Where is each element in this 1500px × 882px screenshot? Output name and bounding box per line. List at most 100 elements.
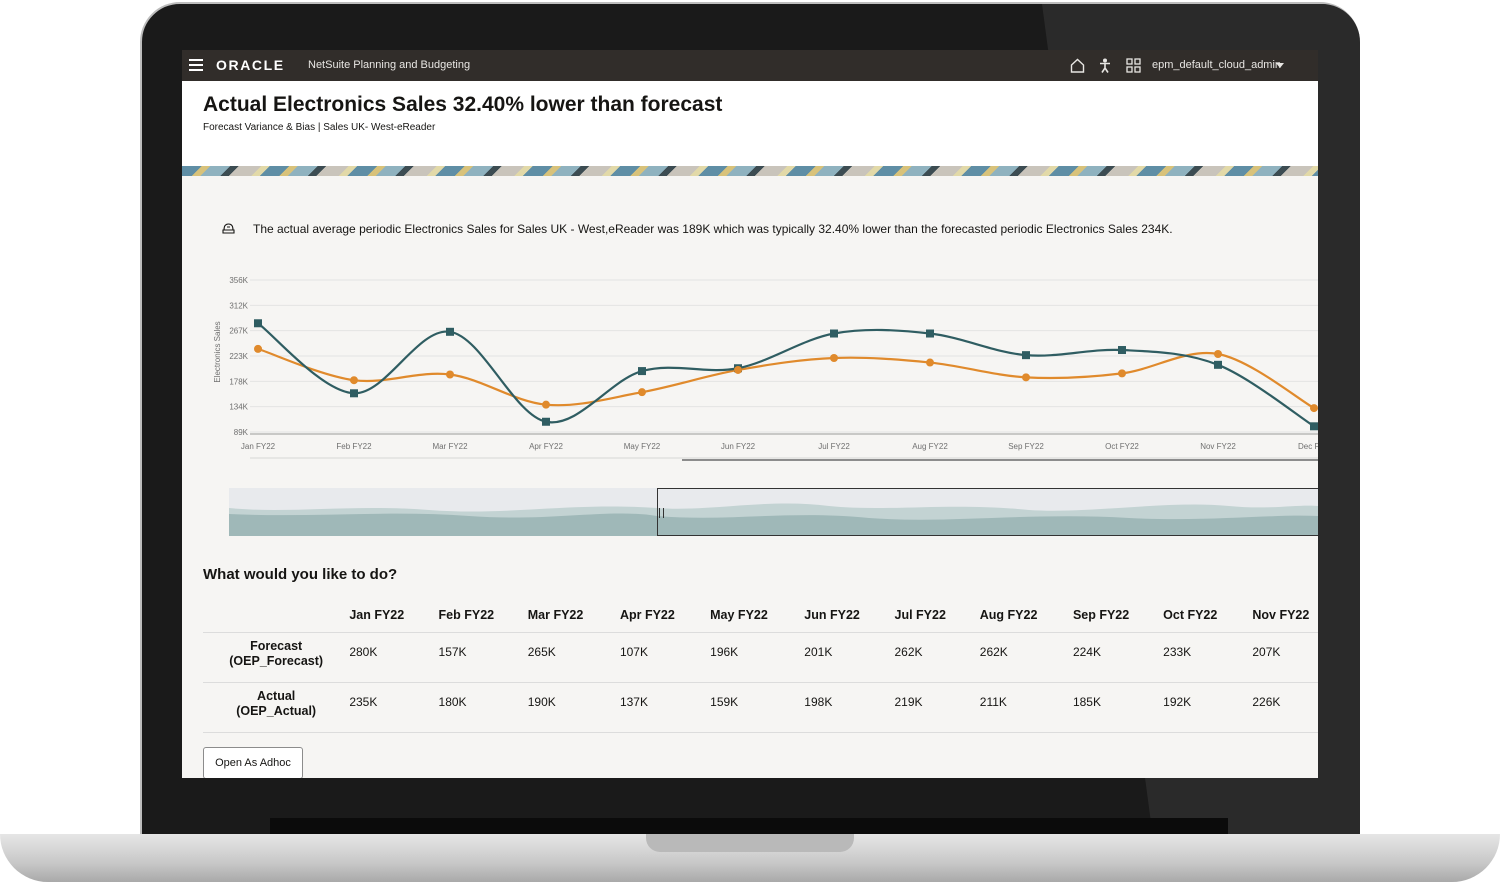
user-menu[interactable]: epm_default_cloud_admin <box>1152 59 1282 71</box>
row-label-line1: Actual <box>257 689 296 703</box>
data-point[interactable] <box>1214 350 1222 359</box>
table-cell[interactable]: 198K <box>804 695 833 709</box>
line-chart[interactable]: 356K 312K 267K 223K 178K 134K 89K Electronics S… <box>182 262 1318 462</box>
x-tick-label: Mar FY22 <box>432 442 468 451</box>
x-tick-label: Oct FY22 <box>1105 442 1139 451</box>
insight-text: The actual average periodic Electronics … <box>253 222 1173 236</box>
x-tick-label: Nov FY22 <box>1200 442 1236 451</box>
overview-waveform <box>229 503 1318 536</box>
data-point[interactable] <box>1022 373 1030 382</box>
column-header: Mar FY22 <box>527 608 584 622</box>
table-cell[interactable]: 180K <box>438 695 467 709</box>
laptop-hinge <box>270 818 1228 834</box>
page-title: Actual Electronics Sales 32.40% lower th… <box>203 93 723 116</box>
product-name: NetSuite Planning and Budgeting <box>308 59 471 71</box>
chart-overview[interactable] <box>229 488 1318 536</box>
insight-icon <box>222 222 235 240</box>
menu-icon[interactable] <box>189 59 203 71</box>
table-cell[interactable]: 190K <box>527 695 556 709</box>
x-tick-label: Apr FY22 <box>529 442 563 451</box>
column-header: Jan FY22 <box>349 608 405 622</box>
data-point[interactable] <box>1310 404 1318 413</box>
table-cell[interactable]: 211K <box>979 695 1007 709</box>
y-tick-label: 134K <box>229 403 248 412</box>
column-header: May FY22 <box>710 608 768 622</box>
data-point[interactable] <box>1118 369 1126 378</box>
table-cell[interactable]: 157K <box>438 645 467 659</box>
data-table: Jan FY22 Feb FY22 Mar FY22 Apr FY22 May FY22… <box>203 598 1318 733</box>
overview-drag-handle[interactable] <box>659 508 664 518</box>
data-point[interactable] <box>254 344 262 353</box>
page-subtitle: Forecast Variance & Bias | Sales UK- Wes… <box>203 122 436 133</box>
dropdown-caret-icon[interactable] <box>1276 63 1284 68</box>
x-tick-label: May FY22 <box>624 442 661 451</box>
table-cell[interactable]: 233K <box>1163 645 1192 659</box>
table-cell[interactable]: 224K <box>1072 645 1101 659</box>
open-as-adhoc-button[interactable]: Open As Adhoc <box>203 747 303 778</box>
y-tick-label: 223K <box>229 352 248 361</box>
data-point[interactable] <box>542 417 550 426</box>
row-label: Actual (OEP_Actual) <box>203 683 349 733</box>
data-point[interactable] <box>638 367 646 376</box>
table-cell[interactable]: 159K <box>710 695 739 709</box>
series-line[interactable] <box>257 347 1315 410</box>
brand-logo: ORACLE <box>216 57 285 73</box>
data-point[interactable] <box>446 370 454 379</box>
data-point[interactable] <box>350 389 358 398</box>
data-point[interactable] <box>830 329 838 338</box>
table-cell[interactable]: 201K <box>804 645 833 659</box>
column-header: Nov FY22 <box>1252 608 1310 622</box>
data-point[interactable] <box>446 327 454 336</box>
table-cell[interactable]: 219K <box>894 695 923 709</box>
x-tick-label: Aug FY22 <box>912 442 948 451</box>
table-cell[interactable]: 235K <box>349 695 378 709</box>
data-point[interactable] <box>926 329 934 338</box>
y-tick-label: 89K <box>234 428 249 437</box>
section-heading: What would you like to do? <box>203 566 398 583</box>
x-tick-label: Jan FY22 <box>241 442 276 451</box>
row-label-line2: (OEP_Forecast) <box>229 654 324 668</box>
decorative-banner <box>182 166 1318 176</box>
apps-grid-icon[interactable] <box>1126 58 1141 78</box>
x-tick-label: Sep FY22 <box>1008 442 1044 451</box>
home-icon[interactable] <box>1070 58 1085 78</box>
table-cell[interactable]: 107K <box>619 645 648 659</box>
x-tick-label: Jun FY22 <box>721 442 756 451</box>
data-point[interactable] <box>638 388 646 397</box>
row-label-line1: Forecast <box>250 639 303 653</box>
table-cell[interactable]: 262K <box>979 645 1008 659</box>
column-header: Feb FY22 <box>438 608 495 622</box>
table-cell[interactable]: 192K <box>1163 695 1192 709</box>
table-cell[interactable]: 226K <box>1252 695 1281 709</box>
table-cell[interactable]: 196K <box>710 645 739 659</box>
table-cell[interactable]: 137K <box>619 695 648 709</box>
data-point[interactable] <box>1310 422 1318 431</box>
page-header: Actual Electronics Sales 32.40% lower th… <box>182 81 1318 166</box>
chart-scrollbar[interactable] <box>682 459 1318 461</box>
table-cell[interactable]: 280K <box>349 645 378 659</box>
table-cell[interactable]: 262K <box>894 645 923 659</box>
data-point[interactable] <box>926 358 934 367</box>
data-point[interactable] <box>254 319 262 328</box>
screen: ORACLE NetSuite Planning and Budgeting e… <box>182 50 1318 778</box>
table-header-row: Jan FY22 Feb FY22 Mar FY22 Apr FY22 May FY22… <box>203 598 1318 633</box>
table-cell[interactable]: 265K <box>527 645 556 659</box>
laptop-notch <box>646 834 854 852</box>
data-point[interactable] <box>1214 360 1222 369</box>
data-point[interactable] <box>542 400 550 409</box>
data-point[interactable] <box>1022 351 1030 360</box>
table-cell[interactable]: 185K <box>1072 695 1101 709</box>
overview-selection-window[interactable] <box>657 488 1318 536</box>
data-point[interactable] <box>830 353 838 362</box>
table-row: Forecast (OEP_Forecast) 280K 157K 265K 107K 19… <box>203 632 1318 683</box>
data-point[interactable] <box>1118 346 1126 355</box>
y-axis-label: Electronics Sales <box>213 321 222 382</box>
x-tick-label: Feb FY22 <box>336 442 372 451</box>
table-cell[interactable]: 207K <box>1252 645 1281 659</box>
column-header: Aug FY22 <box>979 608 1038 622</box>
data-point[interactable] <box>734 365 742 374</box>
column-header: Oct FY22 <box>1163 608 1218 622</box>
accessibility-icon[interactable] <box>1099 58 1111 78</box>
column-header: Jun FY22 <box>804 608 860 622</box>
data-point[interactable] <box>350 376 358 385</box>
